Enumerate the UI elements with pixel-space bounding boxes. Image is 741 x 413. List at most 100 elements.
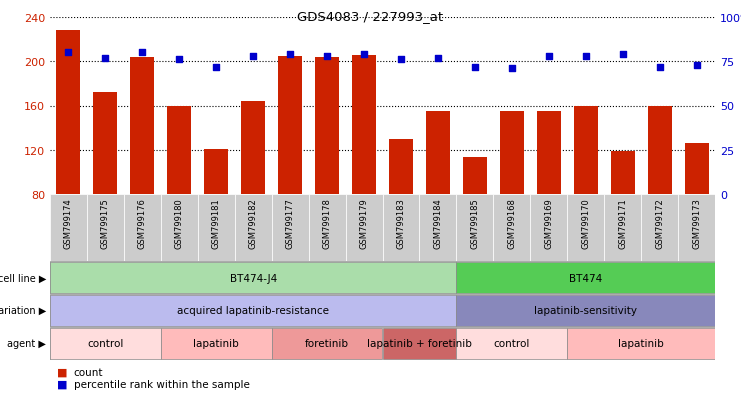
Bar: [50, 295, 456, 327]
Bar: [93, 93, 117, 195]
Text: GSM799177: GSM799177: [285, 198, 295, 249]
Bar: [611, 152, 634, 195]
Bar: [382, 195, 419, 261]
Bar: [161, 328, 272, 359]
Text: GSM799182: GSM799182: [249, 198, 258, 249]
Bar: [567, 328, 715, 359]
Text: control: control: [494, 339, 530, 349]
Bar: [278, 57, 302, 195]
Bar: [456, 195, 494, 261]
Point: [321, 54, 333, 60]
Bar: [456, 328, 567, 359]
Bar: [463, 158, 487, 195]
Text: percentile rank within the sample: percentile rank within the sample: [73, 379, 250, 389]
Point: [617, 52, 628, 58]
Point: [543, 54, 555, 60]
Bar: [87, 195, 124, 261]
Text: GSM799169: GSM799169: [544, 198, 554, 249]
Point: [691, 62, 702, 69]
Bar: [308, 195, 345, 261]
Point: [469, 64, 481, 71]
Text: foretinib: foretinib: [305, 339, 349, 349]
Point: [247, 54, 259, 60]
Point: [62, 50, 74, 57]
Text: GSM799185: GSM799185: [471, 198, 479, 249]
Point: [654, 64, 665, 71]
Bar: [685, 144, 708, 195]
Point: [358, 52, 370, 58]
Text: GSM799180: GSM799180: [175, 198, 184, 249]
Bar: [315, 58, 339, 195]
Point: [285, 52, 296, 58]
Text: GSM799171: GSM799171: [618, 198, 627, 249]
Text: genotype/variation ▶: genotype/variation ▶: [0, 306, 46, 316]
Text: GSM799183: GSM799183: [396, 198, 405, 249]
Text: cell line ▶: cell line ▶: [0, 273, 46, 283]
Bar: [56, 31, 81, 195]
Bar: [235, 195, 272, 261]
Text: GDS4083 / 227993_at: GDS4083 / 227993_at: [297, 10, 444, 23]
Bar: [567, 195, 604, 261]
Bar: [50, 262, 456, 294]
Point: [395, 57, 407, 64]
Text: ■: ■: [57, 367, 68, 377]
Bar: [536, 112, 561, 195]
Text: GSM799170: GSM799170: [581, 198, 590, 249]
Bar: [50, 195, 87, 261]
Text: agent ▶: agent ▶: [7, 339, 46, 349]
Bar: [389, 139, 413, 195]
Bar: [241, 102, 265, 195]
Point: [432, 55, 444, 62]
Text: GSM799179: GSM799179: [359, 198, 368, 249]
Bar: [161, 195, 198, 261]
Point: [173, 57, 185, 64]
Text: GSM799168: GSM799168: [508, 198, 516, 249]
Bar: [494, 195, 531, 261]
Text: GSM799175: GSM799175: [101, 198, 110, 249]
Point: [99, 55, 111, 62]
Text: lapatinib + foretinib: lapatinib + foretinib: [367, 339, 472, 349]
Text: GSM799172: GSM799172: [655, 198, 664, 249]
Bar: [456, 262, 715, 294]
Bar: [531, 195, 567, 261]
Text: GSM799173: GSM799173: [692, 198, 701, 249]
Text: GSM799181: GSM799181: [212, 198, 221, 249]
Bar: [167, 106, 191, 195]
Bar: [50, 328, 161, 359]
Bar: [352, 55, 376, 195]
Bar: [604, 195, 641, 261]
Bar: [130, 58, 154, 195]
Text: GSM799176: GSM799176: [138, 198, 147, 249]
Text: count: count: [73, 367, 103, 377]
Text: lapatinib: lapatinib: [618, 339, 664, 349]
Text: control: control: [87, 339, 124, 349]
Bar: [456, 295, 715, 327]
Point: [210, 64, 222, 71]
Bar: [198, 195, 235, 261]
Bar: [648, 106, 671, 195]
Text: BT474-J4: BT474-J4: [230, 273, 277, 283]
Bar: [382, 328, 456, 359]
Text: GSM799184: GSM799184: [433, 198, 442, 249]
Bar: [574, 106, 598, 195]
Text: ■: ■: [57, 379, 68, 389]
Bar: [678, 195, 715, 261]
Text: lapatinib-sensitivity: lapatinib-sensitivity: [534, 306, 637, 316]
Point: [136, 50, 148, 57]
Bar: [419, 195, 456, 261]
Bar: [499, 112, 524, 195]
Bar: [205, 149, 228, 195]
Bar: [426, 112, 450, 195]
Text: acquired lapatinib-resistance: acquired lapatinib-resistance: [177, 306, 329, 316]
Text: GSM799178: GSM799178: [322, 198, 331, 249]
Point: [506, 66, 518, 72]
Bar: [272, 328, 382, 359]
Text: BT474: BT474: [569, 273, 602, 283]
Point: [579, 54, 591, 60]
Bar: [641, 195, 678, 261]
Bar: [345, 195, 382, 261]
Text: GSM799174: GSM799174: [64, 198, 73, 249]
Bar: [272, 195, 308, 261]
Bar: [124, 195, 161, 261]
Text: lapatinib: lapatinib: [193, 339, 239, 349]
